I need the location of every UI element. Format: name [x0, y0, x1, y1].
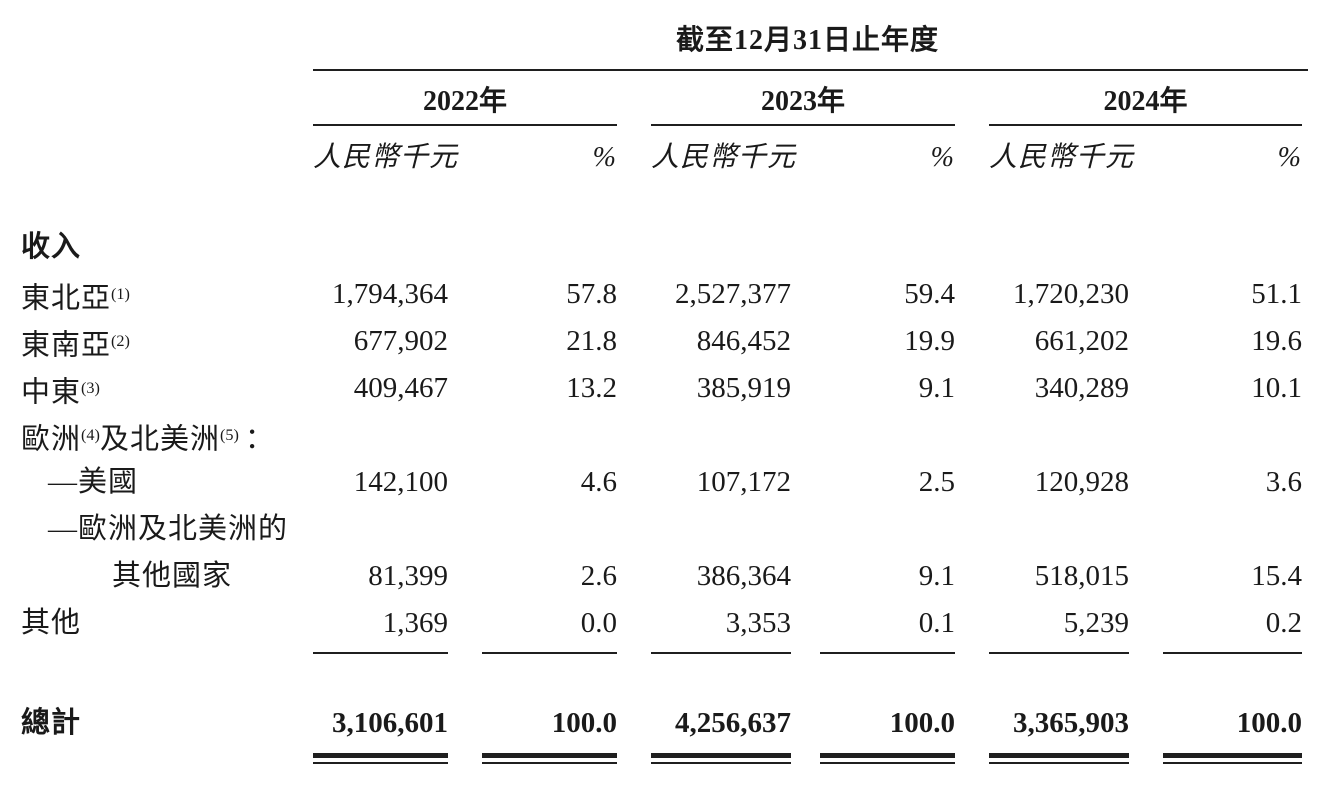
superscript-footnote-ref: (4): [81, 426, 100, 444]
percent-cell: 0.0: [580, 607, 617, 639]
total-double-rule: [1163, 753, 1302, 764]
percent-cell: 2.6: [580, 560, 617, 592]
units-header-2024: 人民幣千元 %: [989, 138, 1302, 178]
amount-cell: 518,015: [1034, 560, 1129, 592]
percent-cell: 0.2: [1265, 607, 1302, 639]
amount-cell: 120,928: [1034, 466, 1129, 498]
units-header-2023: 人民幣千元 %: [651, 138, 955, 178]
amount-cell: 3,365,903: [1013, 707, 1129, 739]
percent-cell: 21.8: [566, 325, 617, 357]
table-row-us: —美國 142,100 4.6 107,172 2.5 120,928 3.6: [0, 459, 1326, 506]
amount-cell: 2,527,377: [675, 278, 791, 310]
year-underline: [313, 124, 617, 126]
subtotal-rule: [820, 652, 955, 654]
percent-cell: 100.0: [551, 707, 617, 739]
table-row-southeast-asia: 東南亞(2) 677,902 21.8 846,452 19.9 661,202…: [0, 318, 1326, 365]
amount-cell: 340,289: [1034, 372, 1129, 404]
percent-label: %: [1277, 142, 1302, 173]
year-header-2022: 2022年: [422, 86, 507, 117]
amount-cell: 1,720,230: [1013, 278, 1129, 310]
amount-cell: 677,902: [353, 325, 448, 357]
amount-cell: 107,172: [696, 466, 791, 498]
subtotal-rule: [989, 652, 1129, 654]
table-row-europe-north-america-header: 歐洲(4)及北美洲(5)：: [0, 412, 1326, 459]
year-header-2023: 2023年: [760, 86, 845, 117]
superscript-footnote-ref: (5): [219, 426, 239, 444]
total-double-rule: [651, 753, 791, 764]
total-double-rule: [482, 753, 617, 764]
percent-cell: 15.4: [1251, 560, 1302, 592]
percent-cell: 0.1: [918, 607, 955, 639]
percent-cell: 59.4: [904, 278, 955, 310]
amount-cell: 1,794,364: [332, 278, 448, 310]
percent-label: %: [930, 142, 955, 173]
total-double-rule: [989, 753, 1129, 764]
percent-cell: 4.6: [580, 466, 617, 498]
percent-cell: 19.6: [1251, 325, 1302, 357]
percent-label: %: [592, 142, 617, 173]
year-underline: [989, 124, 1302, 126]
total-double-rule: [313, 753, 448, 764]
subtotal-rule: [651, 652, 791, 654]
superscript-footnote-ref: (1): [111, 285, 130, 303]
year-header-2024: 2024年: [1103, 86, 1188, 117]
table-row-northeast-asia: 東北亞(1) 1,794,364 57.8 2,527,377 59.4 1,7…: [0, 271, 1326, 318]
row-label: —歐洲及北美洲的: [48, 513, 289, 545]
percent-cell: 51.1: [1251, 278, 1302, 310]
amount-cell: 3,353: [725, 607, 791, 639]
row-label: —美國: [48, 466, 139, 498]
unit-label: 人民幣千元: [989, 142, 1135, 173]
amount-cell: 386,364: [696, 560, 791, 592]
table-row-other-europe-na-line2: 其他國家 81,399 2.6 386,364 9.1 518,015 15.4: [0, 553, 1326, 600]
percent-cell: 10.1: [1251, 372, 1302, 404]
total-double-rule: [820, 753, 955, 764]
table-title: 截至12月31日止年度: [675, 25, 939, 56]
row-label: 其他: [21, 607, 82, 639]
amount-cell: 1,369: [382, 607, 448, 639]
table-row-total: 總計 3,106,601 100.0 4,256,637 100.0 3,365…: [0, 700, 1326, 747]
row-label: 中東(3): [21, 376, 100, 409]
table-row-others: 其他 1,369 0.0 3,353 0.1 5,239 0.2: [0, 600, 1326, 647]
amount-cell: 142,100: [353, 466, 448, 498]
amount-cell: 385,919: [696, 372, 791, 404]
financial-table: 收入 東北亞(1) 1,794,364 57.8 2,527,377 59.4 …: [0, 224, 1326, 647]
table-row-section-revenue: 收入: [0, 224, 1326, 271]
row-label: 東南亞(2): [21, 329, 130, 362]
percent-cell: 2.5: [918, 466, 955, 498]
unit-label: 人民幣千元: [313, 142, 459, 173]
subtotal-rule: [313, 652, 448, 654]
row-label: 收入: [21, 231, 82, 263]
percent-cell: 9.1: [918, 372, 955, 404]
amount-cell: 3,106,601: [332, 707, 448, 739]
amount-cell: 81,399: [368, 560, 448, 592]
table-row-middle-east: 中東(3) 409,467 13.2 385,919 9.1 340,289 1…: [0, 365, 1326, 412]
percent-cell: 13.2: [566, 372, 617, 404]
header-top-rule: [313, 69, 1308, 71]
percent-cell: 19.9: [904, 325, 955, 357]
subtotal-rule: [482, 652, 617, 654]
row-label: 總計: [21, 707, 82, 739]
superscript-footnote-ref: (2): [111, 332, 130, 350]
amount-cell: 4,256,637: [675, 707, 791, 739]
percent-cell: 3.6: [1265, 466, 1302, 498]
superscript-footnote-ref: (3): [81, 379, 100, 397]
units-header-2022: 人民幣千元 %: [313, 138, 617, 178]
percent-cell: 100.0: [1236, 707, 1302, 739]
amount-cell: 409,467: [353, 372, 448, 404]
amount-cell: 846,452: [696, 325, 791, 357]
year-underline: [651, 124, 955, 126]
percent-cell: 100.0: [889, 707, 955, 739]
unit-label: 人民幣千元: [651, 142, 797, 173]
table-row-other-europe-na-line1: —歐洲及北美洲的: [0, 506, 1326, 553]
amount-cell: 5,239: [1063, 607, 1129, 639]
row-label: 東北亞(1): [21, 282, 130, 315]
percent-cell: 57.8: [566, 278, 617, 310]
row-label: 歐洲(4)及北美洲(5)：: [21, 423, 275, 456]
subtotal-rule: [1163, 652, 1302, 654]
amount-cell: 661,202: [1034, 325, 1129, 357]
row-label: 其他國家: [112, 560, 233, 592]
percent-cell: 9.1: [918, 560, 955, 592]
